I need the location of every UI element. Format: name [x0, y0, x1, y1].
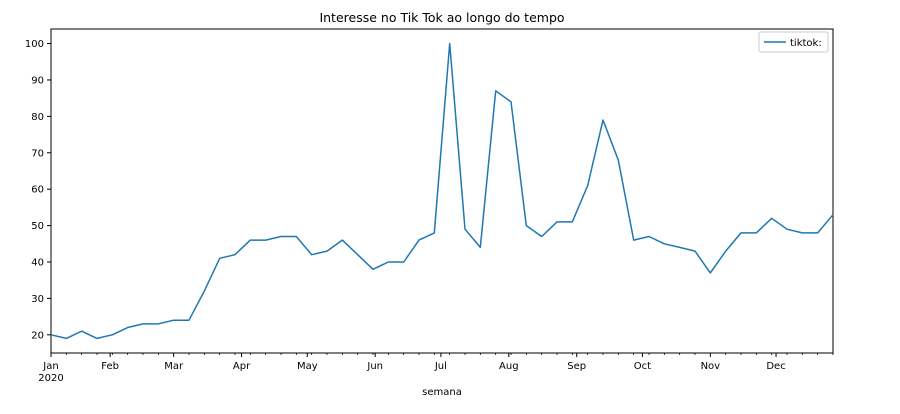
x-axis-label: semana: [422, 387, 462, 398]
x-tick-label: Mar: [164, 361, 184, 372]
series-layer: [51, 44, 833, 339]
x-axis-year-label: 2020: [38, 373, 63, 384]
chart-title: Interesse no Tik Tok ao longo do tempo: [319, 10, 564, 25]
y-tick-label: 30: [31, 294, 44, 305]
y-tick-label: 50: [31, 221, 44, 232]
x-tick-label: Feb: [101, 361, 119, 372]
x-tick-label: Apr: [233, 361, 251, 372]
x-tick-label: Nov: [701, 361, 721, 372]
x-tick-label: Jun: [366, 361, 383, 372]
y-tick-label: 90: [31, 75, 44, 86]
y-tick-label: 20: [31, 330, 44, 341]
x-tick-label: Jul: [434, 361, 447, 372]
legend: tiktok:: [759, 32, 828, 52]
y-axis: 20 30 40 50 60 70 80 90 100: [25, 39, 51, 341]
y-tick-label: 70: [31, 148, 44, 159]
y-tick-label: 60: [31, 185, 44, 196]
x-tick-label: Aug: [499, 361, 519, 372]
x-tick-label: Sep: [567, 361, 586, 372]
x-axis: Jan Feb Mar Apr May Jun Jul Aug Sep Oct Nov Dec: [42, 353, 833, 372]
x-tick-label: Dec: [766, 361, 785, 372]
plot-area: [51, 29, 833, 353]
x-tick-label: May: [297, 361, 318, 372]
legend-label: tiktok:: [790, 38, 822, 49]
x-tick-label: Jan: [42, 361, 58, 372]
y-tick-label: 100: [25, 39, 44, 50]
x-tick-label: Oct: [634, 361, 651, 372]
series-line: [51, 44, 833, 339]
y-tick-label: 80: [31, 112, 44, 123]
y-tick-label: 40: [31, 257, 44, 268]
